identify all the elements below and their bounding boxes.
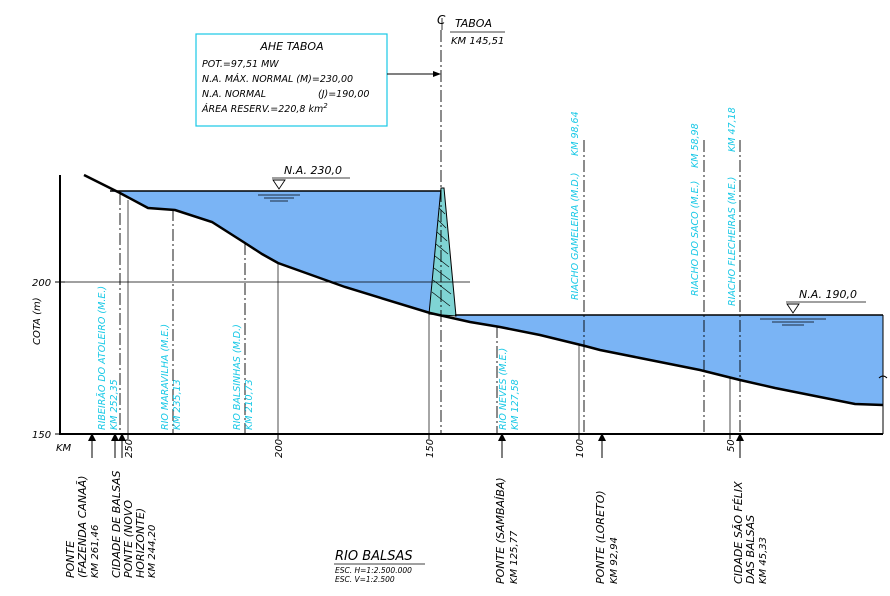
tributary-km-gameleira: KM 98,64	[570, 111, 581, 156]
info-box	[195, 33, 388, 127]
x-axis-label: KM	[56, 443, 72, 454]
y-tick-label-150: 150	[32, 430, 51, 441]
info-leader-arrow	[433, 71, 441, 77]
upstream-reservoir	[110, 191, 441, 313]
tributary-km-atoleiro: KM 252,35	[109, 379, 120, 430]
tributary-name-maravilha: RIO MARAVILHA (M.E.)	[160, 324, 171, 430]
break-mark	[878, 375, 888, 379]
downstream-reservoir	[455, 315, 883, 405]
landmark-fazenda-l1: PONTE	[64, 541, 77, 578]
tributary-km-flecheiras: KM 47,18	[727, 107, 738, 152]
downstream-level-label: N.A. 190,0	[799, 288, 857, 301]
tributary-name-saco: RIACHO DO SACO (M.E.)	[690, 181, 701, 296]
downstream-level-ticks	[760, 318, 826, 326]
upstream-level-triangle	[272, 179, 286, 190]
landmark-fazenda-l3: KM 261,46	[90, 525, 101, 578]
tributary-name-balsinhas: RIO BALSINHAS (M.D.)	[232, 324, 243, 430]
tributary-km-neves: KM 127,58	[510, 379, 521, 430]
info-area: ÁREA RESERV.=220,8 km2	[201, 102, 328, 115]
info-pot: POT.=97,51 MW	[202, 59, 279, 70]
dam-name: TABOA	[455, 17, 492, 30]
tributary-km-balsinhas: KM 210,73	[244, 379, 255, 430]
x-ticks	[127, 434, 731, 439]
info-na-max: N.A. MÁX. NORMAL (M)=230,00	[202, 73, 353, 85]
landmark-fazenda-l2: (FAZENDA CANAÃ)	[76, 476, 89, 578]
info-na-normal-value: (J)=190,00	[318, 89, 369, 100]
x-tick-label-250: 250	[124, 439, 135, 458]
landmark-saofelix-l1: CIDADE SÃO FÉLIX	[732, 481, 745, 584]
y-axis-label: COTA (m)	[32, 297, 43, 345]
tributary-km-saco: KM 58,98	[690, 123, 701, 168]
landmark-sambaiba-l1: PONTE (SAMBAÍBA)	[494, 477, 507, 584]
landmark-arrow-novo-horizonte	[118, 433, 126, 441]
downstream-level-triangle	[786, 303, 800, 314]
landmark-balsas-l4: KM 244,20	[147, 525, 158, 578]
landmark-arrow-fazenda-canaa	[88, 433, 96, 441]
river-name: RIO BALSAS	[335, 549, 413, 564]
landmark-balsas-l1: CIDADE DE BALSAS	[110, 471, 123, 578]
tributary-name-atoleiro: RIBEIRÃO DO ATOLEIRO (M.E.)	[97, 286, 108, 430]
x-tick-label-50: 50	[726, 439, 737, 452]
tributary-labels: RIBEIRÃO DO ATOLEIRO (M.E.) KM 252,35 RI…	[97, 107, 738, 430]
y-tick-label-200: 200	[32, 278, 51, 289]
x-tick-label-200: 200	[274, 439, 285, 458]
landmark-arrow-sao-felix	[736, 433, 744, 441]
upstream-level-ticks	[258, 194, 300, 202]
tributary-centerlines	[119, 30, 741, 434]
landmark-labels: PONTE (FAZENDA CANAÃ) KM 261,46 CIDADE D…	[64, 471, 769, 584]
info-title: AHE TABOA	[259, 40, 323, 53]
landmark-arrows	[88, 433, 744, 458]
dam-km: KM 145,51	[451, 36, 504, 47]
reference-lines	[127, 200, 731, 434]
landmark-loreto-l1: PONTE (LORETO)	[594, 490, 607, 584]
tributary-name-gameleira: RIACHO GAMELEIRA (M.D.)	[570, 173, 581, 300]
landmark-balsas-l3: HORIZONTE)	[134, 508, 147, 578]
x-tick-label-100: 100	[575, 439, 586, 458]
info-na-normal: N.A. NORMAL	[202, 89, 266, 100]
tributary-name-flecheiras: RIACHO FLECHEIRAS (M.E.)	[727, 177, 738, 306]
landmark-balsas-l2: PONTE (NOVO	[122, 500, 135, 578]
landmark-saofelix-l2: DAS BALSAS	[744, 515, 757, 584]
scale-vertical: ESC. V=1:2.500	[335, 575, 395, 584]
x-tick-label-150: 150	[425, 439, 436, 458]
dam-cl-mark: C	[437, 13, 446, 27]
dam-body	[428, 187, 457, 317]
landmark-arrow-loreto	[598, 433, 606, 441]
landmark-arrow-sambaiba	[498, 433, 506, 441]
tributary-km-maravilha: KM 235,13	[172, 379, 183, 430]
landmark-loreto-l2: KM 92,94	[609, 537, 620, 584]
upstream-level-label: N.A. 230,0	[284, 164, 342, 177]
tributary-name-neves: RIO NEVES (M.E.)	[498, 348, 509, 430]
riverbed-profile	[83, 173, 884, 407]
landmark-arrow-balsas	[111, 433, 119, 441]
landmark-sambaiba-l2: KM 125,77	[509, 530, 520, 584]
landmark-saofelix-l3: KM 45,33	[758, 537, 769, 584]
scale-horizontal: ESC. H=1:2.500.000	[335, 566, 412, 575]
